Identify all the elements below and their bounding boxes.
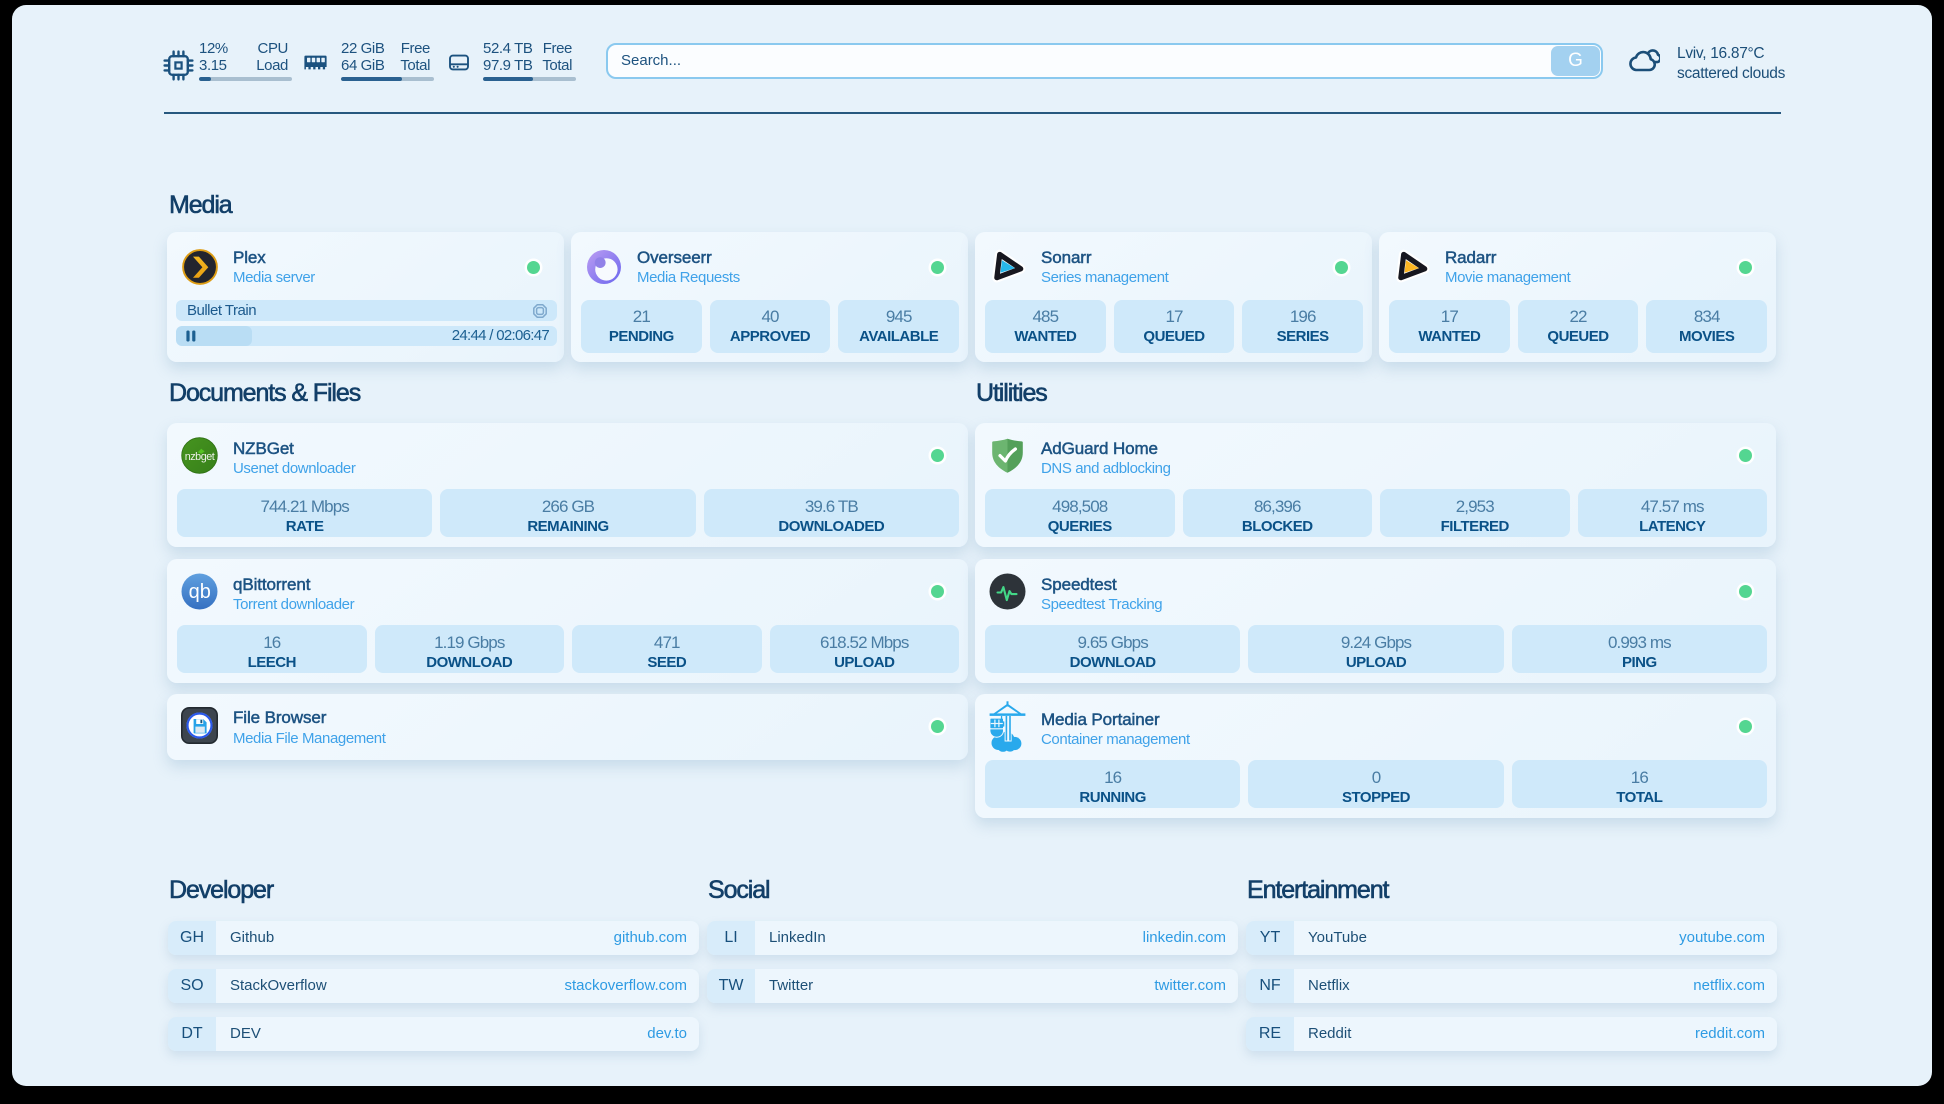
svg-text:qb: qb	[189, 581, 211, 603]
svg-text:nzbget: nzbget	[185, 451, 215, 463]
